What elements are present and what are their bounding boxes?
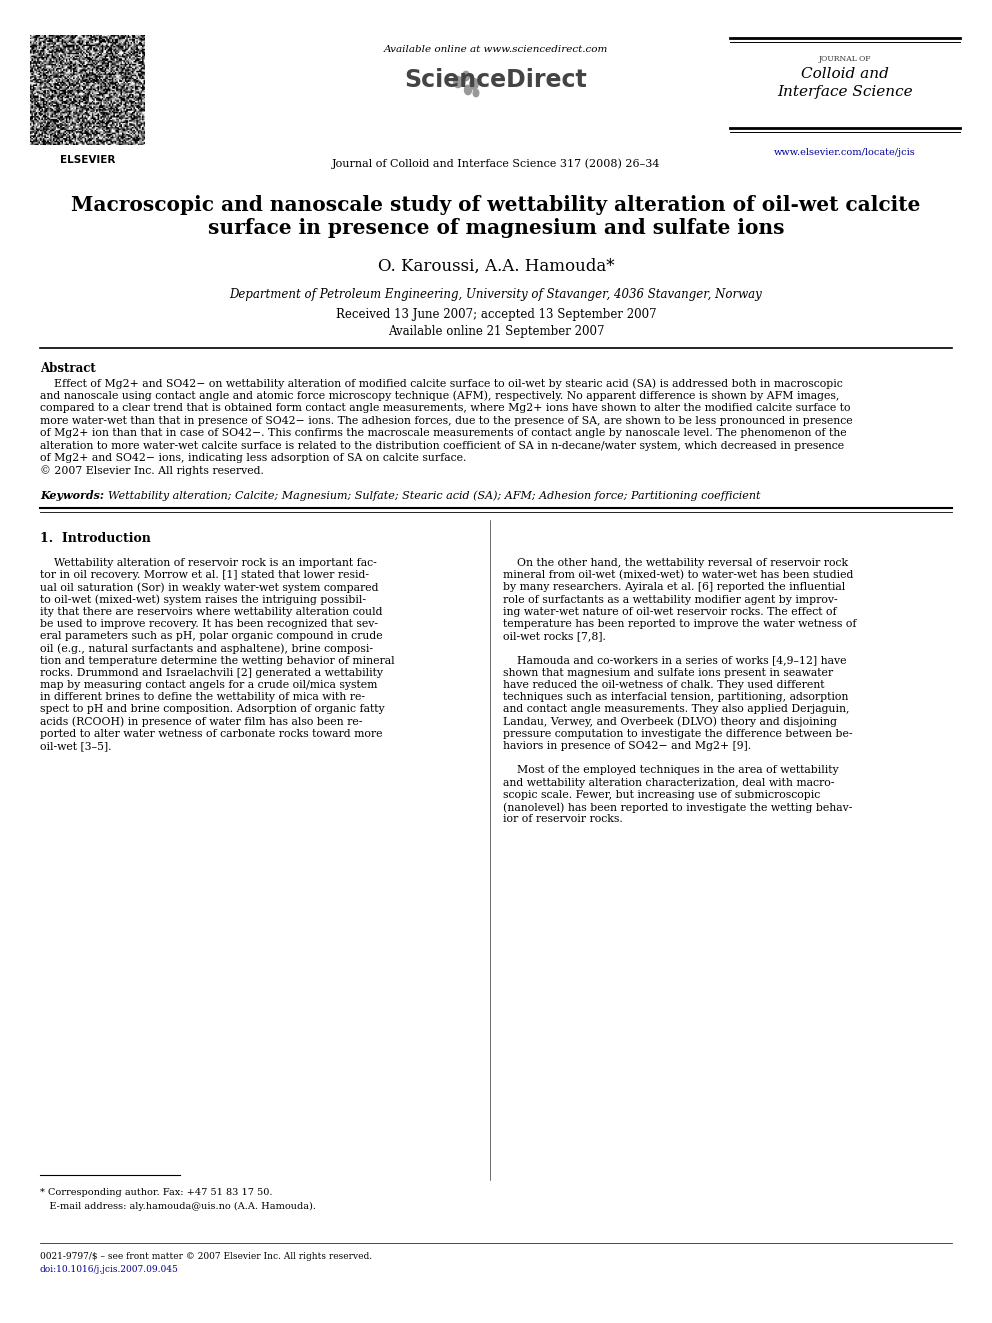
- Text: Macroscopic and nanoscale study of wettability alteration of oil-wet calcite: Macroscopic and nanoscale study of wetta…: [71, 194, 921, 216]
- Text: doi:10.1016/j.jcis.2007.09.045: doi:10.1016/j.jcis.2007.09.045: [40, 1265, 179, 1274]
- Text: tion and temperature determine the wetting behavior of mineral: tion and temperature determine the wetti…: [40, 656, 395, 665]
- Text: tor in oil recovery. Morrow et al. [1] stated that lower resid-: tor in oil recovery. Morrow et al. [1] s…: [40, 570, 369, 581]
- Text: oil-wet rocks [7,8].: oil-wet rocks [7,8].: [503, 631, 606, 642]
- Text: (nanolevel) has been reported to investigate the wetting behav-: (nanolevel) has been reported to investi…: [503, 802, 852, 812]
- Text: in different brines to define the wettability of mica with re-: in different brines to define the wettab…: [40, 692, 365, 703]
- Text: Keywords:: Keywords:: [40, 490, 104, 501]
- Text: Available online at www.sciencedirect.com: Available online at www.sciencedirect.co…: [384, 45, 608, 54]
- Text: Landau, Verwey, and Overbeek (DLVO) theory and disjoining: Landau, Verwey, and Overbeek (DLVO) theo…: [503, 717, 837, 728]
- Text: haviors in presence of SO42− and Mg2+ [9].: haviors in presence of SO42− and Mg2+ [9…: [503, 741, 751, 751]
- Text: Wettability alteration; Calcite; Magnesium; Sulfate; Stearic acid (SA); AFM; Adh: Wettability alteration; Calcite; Magnesi…: [108, 490, 761, 500]
- Circle shape: [462, 71, 469, 81]
- Text: by many researchers. Ayirala et al. [6] reported the influential: by many researchers. Ayirala et al. [6] …: [503, 582, 845, 593]
- Text: to oil-wet (mixed-wet) system raises the intriguing possibil-: to oil-wet (mixed-wet) system raises the…: [40, 594, 366, 605]
- Text: Effect of Mg2+ and SO42− on wettability alteration of modified calcite surface t: Effect of Mg2+ and SO42− on wettability …: [40, 378, 843, 389]
- Text: compared to a clear trend that is obtained form contact angle measurements, wher: compared to a clear trend that is obtain…: [40, 404, 850, 413]
- Text: eral parameters such as pH, polar organic compound in crude: eral parameters such as pH, polar organi…: [40, 631, 383, 642]
- Text: www.elsevier.com/locate/jcis: www.elsevier.com/locate/jcis: [774, 148, 916, 157]
- Text: ScienceDirect: ScienceDirect: [405, 67, 587, 93]
- Text: Most of the employed techniques in the area of wettability: Most of the employed techniques in the a…: [503, 766, 838, 775]
- Text: pressure computation to investigate the difference between be-: pressure computation to investigate the …: [503, 729, 852, 738]
- Text: ual oil saturation (Sor) in weakly water-wet system compared: ual oil saturation (Sor) in weakly water…: [40, 582, 379, 593]
- Text: shown that magnesium and sulfate ions present in seawater: shown that magnesium and sulfate ions pr…: [503, 668, 833, 677]
- Text: oil-wet [3–5].: oil-wet [3–5].: [40, 741, 111, 751]
- Text: Journal of Colloid and Interface Science 317 (2008) 26–34: Journal of Colloid and Interface Science…: [331, 157, 661, 168]
- Text: ing water-wet nature of oil-wet reservoir rocks. The effect of: ing water-wet nature of oil-wet reservoi…: [503, 607, 836, 617]
- Text: of Mg2+ and SO42− ions, indicating less adsorption of SA on calcite surface.: of Mg2+ and SO42− ions, indicating less …: [40, 452, 466, 463]
- Text: rocks. Drummond and Israelachvili [2] generated a wettability: rocks. Drummond and Israelachvili [2] ge…: [40, 668, 383, 677]
- Text: Department of Petroleum Engineering, University of Stavanger, 4036 Stavanger, No: Department of Petroleum Engineering, Uni…: [229, 288, 763, 302]
- Text: ity that there are reservoirs where wettability alteration could: ity that there are reservoirs where wett…: [40, 607, 383, 617]
- Text: 1.  Introduction: 1. Introduction: [40, 532, 151, 545]
- Text: acids (RCOOH) in presence of water film has also been re-: acids (RCOOH) in presence of water film …: [40, 717, 362, 728]
- Text: Wettability alteration of reservoir rock is an important fac-: Wettability alteration of reservoir rock…: [40, 558, 377, 568]
- Text: scopic scale. Fewer, but increasing use of submicroscopic: scopic scale. Fewer, but increasing use …: [503, 790, 820, 800]
- Text: spect to pH and brine composition. Adsorption of organic fatty: spect to pH and brine composition. Adsor…: [40, 704, 385, 714]
- Text: 0021-9797/$ – see front matter © 2007 Elsevier Inc. All rights reserved.: 0021-9797/$ – see front matter © 2007 El…: [40, 1252, 372, 1261]
- Text: © 2007 Elsevier Inc. All rights reserved.: © 2007 Elsevier Inc. All rights reserved…: [40, 466, 264, 476]
- Text: Abstract: Abstract: [40, 363, 96, 374]
- Text: JOURNAL OF: JOURNAL OF: [818, 56, 871, 64]
- Text: Hamouda and co-workers in a series of works [4,9–12] have: Hamouda and co-workers in a series of wo…: [503, 656, 846, 665]
- Circle shape: [453, 77, 462, 87]
- Text: ior of reservoir rocks.: ior of reservoir rocks.: [503, 814, 623, 824]
- Text: ELSEVIER: ELSEVIER: [61, 155, 116, 165]
- Text: and contact angle measurements. They also applied Derjaguin,: and contact angle measurements. They als…: [503, 704, 849, 714]
- Text: On the other hand, the wettability reversal of reservoir rock: On the other hand, the wettability rever…: [503, 558, 848, 568]
- Text: * Corresponding author. Fax: +47 51 83 17 50.: * Corresponding author. Fax: +47 51 83 1…: [40, 1188, 273, 1197]
- Text: surface in presence of magnesium and sulfate ions: surface in presence of magnesium and sul…: [207, 218, 785, 238]
- Text: O. Karoussi, A.A. Hamouda*: O. Karoussi, A.A. Hamouda*: [378, 258, 614, 275]
- Text: Colloid and: Colloid and: [802, 67, 889, 81]
- Text: temperature has been reported to improve the water wetness of: temperature has been reported to improve…: [503, 619, 856, 628]
- Text: be used to improve recovery. It has been recognized that sev-: be used to improve recovery. It has been…: [40, 619, 378, 628]
- Circle shape: [473, 89, 479, 97]
- Text: and wettability alteration characterization, deal with macro-: and wettability alteration characterizat…: [503, 778, 834, 787]
- Text: techniques such as interfacial tension, partitioning, adsorption: techniques such as interfacial tension, …: [503, 692, 848, 703]
- Text: oil (e.g., natural surfactants and asphaltene), brine composi-: oil (e.g., natural surfactants and aspha…: [40, 643, 373, 654]
- Text: mineral from oil-wet (mixed-wet) to water-wet has been studied: mineral from oil-wet (mixed-wet) to wate…: [503, 570, 853, 581]
- Text: Available online 21 September 2007: Available online 21 September 2007: [388, 325, 604, 337]
- Text: E-mail address: aly.hamouda@uis.no (A.A. Hamouda).: E-mail address: aly.hamouda@uis.no (A.A.…: [40, 1203, 316, 1211]
- Text: ported to alter water wetness of carbonate rocks toward more: ported to alter water wetness of carbona…: [40, 729, 383, 738]
- Circle shape: [470, 78, 478, 90]
- Text: map by measuring contact angels for a crude oil/mica system: map by measuring contact angels for a cr…: [40, 680, 377, 691]
- Text: Received 13 June 2007; accepted 13 September 2007: Received 13 June 2007; accepted 13 Septe…: [335, 308, 657, 321]
- Circle shape: [464, 85, 471, 95]
- Text: alteration to more water-wet calcite surface is related to the distribution coef: alteration to more water-wet calcite sur…: [40, 441, 844, 451]
- Text: more water-wet than that in presence of SO42− ions. The adhesion forces, due to : more water-wet than that in presence of …: [40, 415, 853, 426]
- Text: Interface Science: Interface Science: [777, 85, 913, 99]
- Text: have reduced the oil-wetness of chalk. They used different: have reduced the oil-wetness of chalk. T…: [503, 680, 824, 691]
- Text: and nanoscale using contact angle and atomic force microscopy technique (AFM), r: and nanoscale using contact angle and at…: [40, 390, 839, 401]
- Text: role of surfactants as a wettability modifier agent by improv-: role of surfactants as a wettability mod…: [503, 594, 837, 605]
- Text: of Mg2+ ion than that in case of SO42−. This confirms the macroscale measurement: of Mg2+ ion than that in case of SO42−. …: [40, 429, 846, 438]
